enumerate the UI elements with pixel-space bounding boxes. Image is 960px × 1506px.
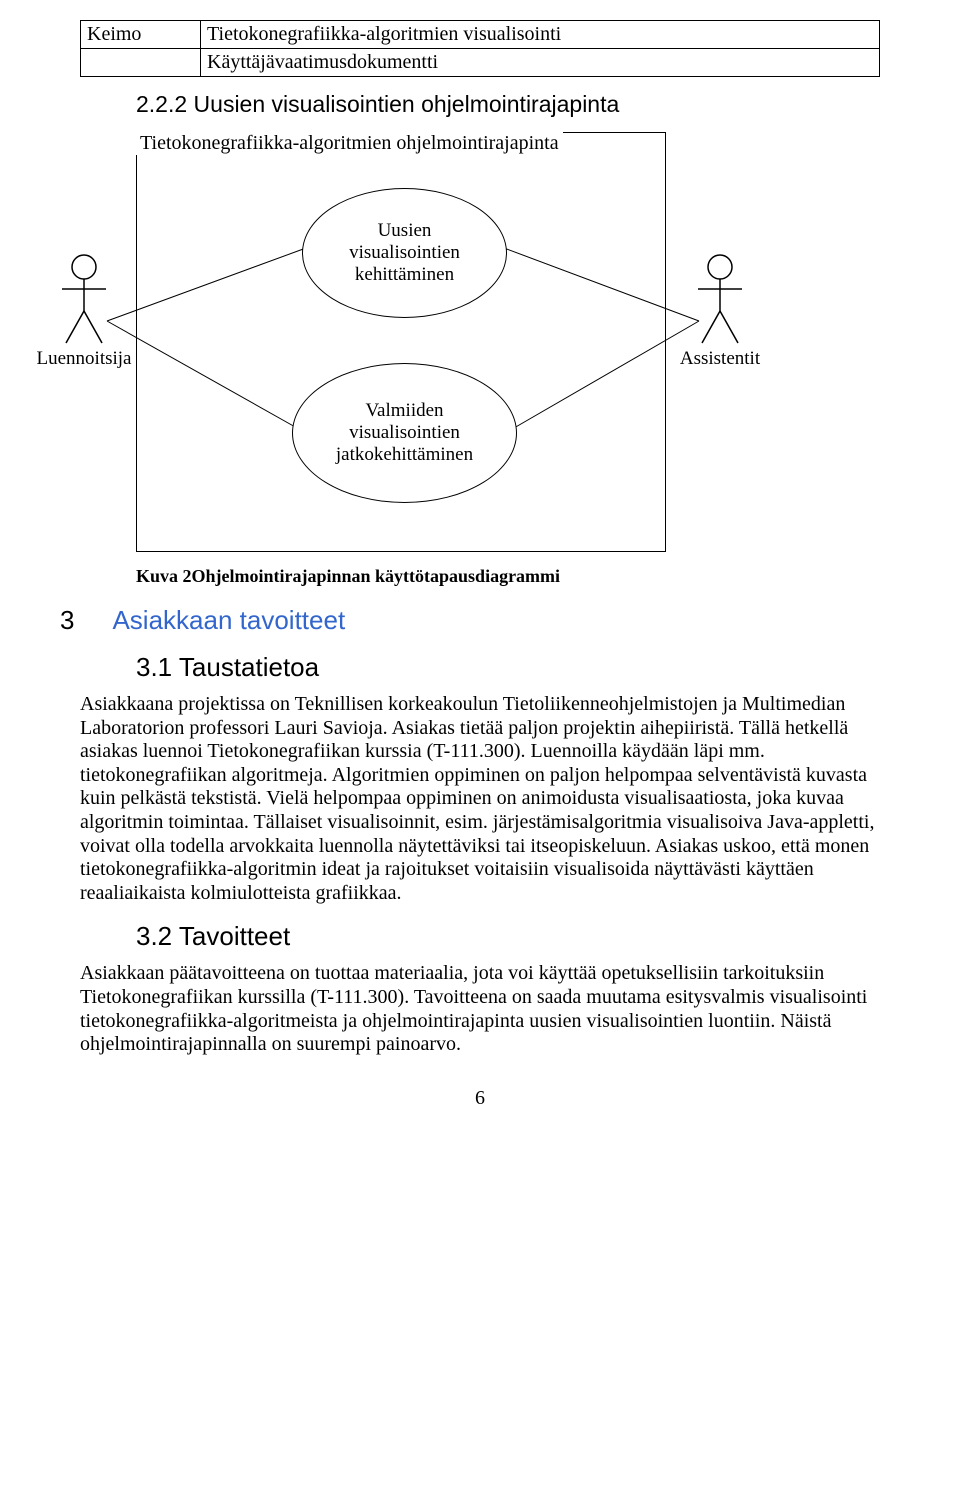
heading-2-2-2: 2.2.2 Uusien visualisointien ohjelmointi…	[136, 91, 880, 118]
header-table: Keimo Tietokonegrafiikka-algoritmien vis…	[80, 20, 880, 77]
actor-luennoitsija: Luennoitsija	[29, 253, 139, 370]
uc1-line3: kehittäminen	[355, 264, 454, 285]
uc1-line2: visualisointien	[349, 242, 460, 263]
header-title: Tietokonegrafiikka-algoritmien visualiso…	[201, 21, 880, 49]
actor-assistentit: Assistentit	[665, 253, 775, 370]
uc2-line3: jatkokehittäminen	[336, 444, 473, 465]
uc2-line1: Valmiiden	[365, 400, 443, 421]
uc2-line2: visualisointien	[349, 422, 460, 443]
header-blank	[81, 49, 201, 77]
stick-figure-icon	[690, 253, 750, 348]
section-3-number: 3	[60, 605, 74, 636]
section-3-heading: 3 Asiakkaan tavoitteet	[60, 605, 880, 636]
page: Keimo Tietokonegrafiikka-algoritmien vis…	[0, 0, 960, 1506]
figure-caption: Kuva 2Ohjelmointirajapinnan käyttötapaus…	[136, 566, 880, 587]
body-3-2: Asiakkaan päätavoitteena on tuottaa mate…	[80, 962, 880, 1056]
page-number: 6	[80, 1087, 880, 1110]
diagram-system-box: Tietokonegrafiikka-algoritmien ohjelmoin…	[136, 132, 666, 552]
body-3-1: Asiakkaana projektissa on Teknillisen ko…	[80, 693, 880, 905]
actor-left-label: Luennoitsija	[29, 348, 139, 370]
stick-figure-icon	[54, 253, 114, 348]
heading-3-1: 3.1 Taustatietoa	[136, 652, 880, 683]
header-project: Keimo	[81, 21, 201, 49]
use-case-valmiiden: Valmiiden visualisointien jatkokehittämi…	[292, 363, 517, 503]
heading-3-2: 3.2 Tavoitteet	[136, 921, 880, 952]
diagram-title: Tietokonegrafiikka-algoritmien ohjelmoin…	[136, 132, 563, 155]
use-case-uusien: Uusien visualisointien kehittäminen	[302, 188, 507, 318]
use-case-diagram: Tietokonegrafiikka-algoritmien ohjelmoin…	[136, 132, 880, 552]
section-3-title: Asiakkaan tavoitteet	[112, 605, 345, 636]
actor-right-label: Assistentit	[665, 348, 775, 370]
uc1-line1: Uusien	[378, 220, 432, 241]
header-doc-type: Käyttäjävaatimusdokumentti	[201, 49, 880, 77]
